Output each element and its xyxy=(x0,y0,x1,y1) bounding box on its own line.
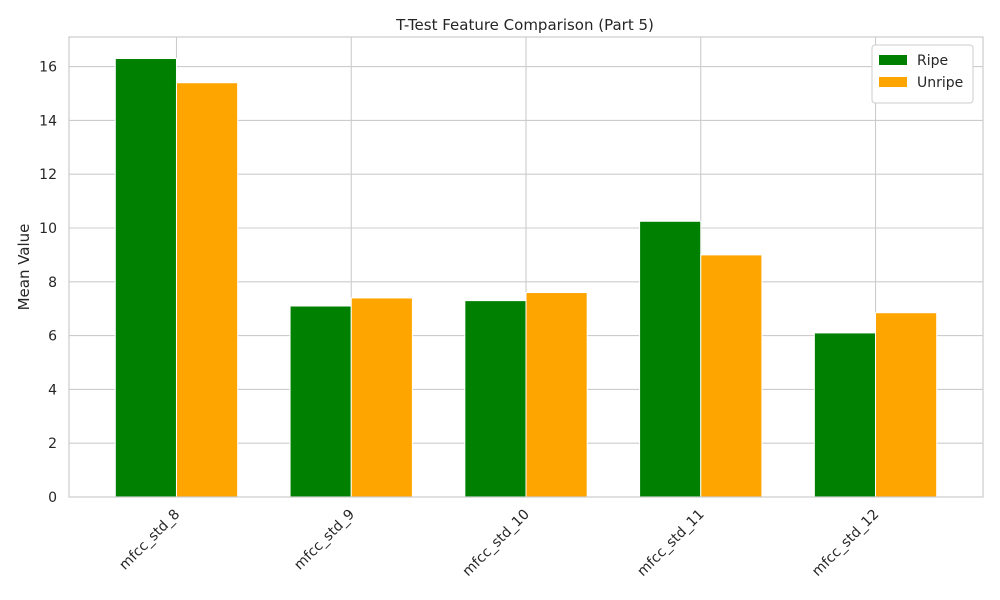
x-tick-label: mfcc_std_11 xyxy=(634,507,707,580)
x-tick-label: mfcc_std_12 xyxy=(809,507,882,580)
legend-swatch-ripe xyxy=(879,55,907,65)
chart-title: T-Test Feature Comparison (Part 5) xyxy=(395,16,654,34)
y-tick-label: 6 xyxy=(48,329,57,345)
plot-frame xyxy=(68,36,984,498)
x-tick-label: mfcc_std_8 xyxy=(116,507,183,574)
y-tick-label: 16 xyxy=(39,60,57,76)
x-tick-label: mfcc_std_9 xyxy=(291,507,358,574)
legend: Ripe Unripe xyxy=(871,44,974,104)
bar-ripe xyxy=(639,220,702,498)
y-tick-label: 4 xyxy=(48,382,57,398)
bar-ripe xyxy=(464,300,527,498)
legend-label-unripe: Unripe xyxy=(917,75,963,91)
y-tick-label: 8 xyxy=(48,275,57,291)
legend-swatch-unripe xyxy=(879,77,907,87)
bar-unripe xyxy=(525,292,588,498)
y-tick-label: 14 xyxy=(39,113,57,129)
bar-ripe xyxy=(813,332,877,498)
legend-label-ripe: Ripe xyxy=(917,53,948,69)
x-axis-ticks: mfcc_std_8 mfcc_std_9 mfcc_std_10 mfcc_std_… xyxy=(116,507,882,580)
y-axis-label: Mean Value xyxy=(15,224,33,311)
bar-unripe xyxy=(350,297,413,498)
bar-unripe xyxy=(875,312,938,498)
bar-unripe xyxy=(175,82,239,498)
bar-unripe xyxy=(700,254,763,498)
y-tick-label: 2 xyxy=(48,436,57,452)
y-tick-label: 0 xyxy=(48,490,57,506)
y-axis-ticks: 0 2 4 6 8 10 12 14 16 xyxy=(39,60,57,506)
bar-ripe xyxy=(289,305,352,498)
bars xyxy=(114,58,938,498)
x-tick-label: mfcc_std_10 xyxy=(460,507,533,580)
bar-ripe xyxy=(114,58,177,498)
y-tick-label: 12 xyxy=(39,167,57,183)
y-tick-label: 10 xyxy=(39,221,57,237)
